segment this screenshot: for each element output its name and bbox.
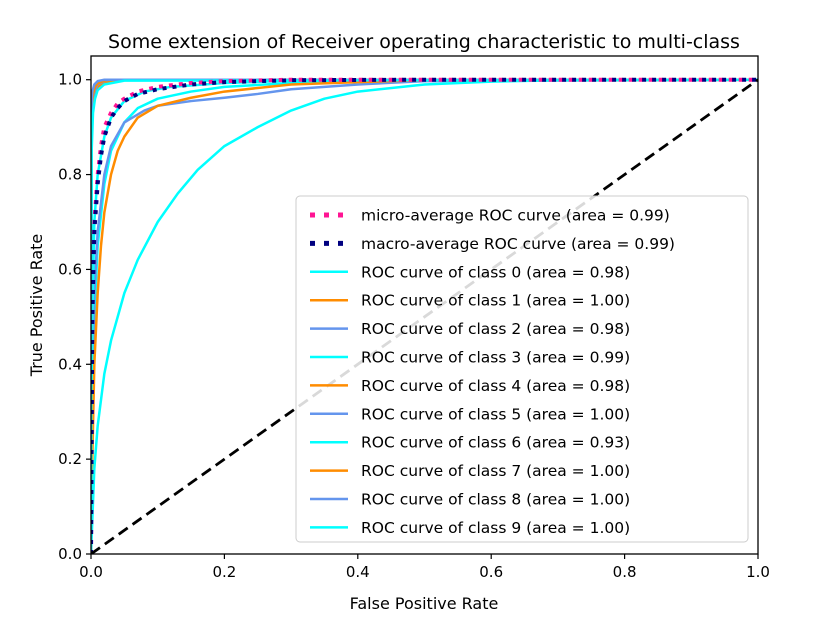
legend-label-2: ROC curve of class 0 (area = 0.98): [361, 263, 630, 281]
legend: micro-average ROC curve (area = 0.99) mac…: [295, 195, 749, 543]
y-tick-label: 0.0: [58, 545, 82, 563]
y-axis: 0.0 0.2 0.4 0.6 0.8 1.0: [58, 71, 91, 563]
legend-label-7: ROC curve of class 5 (area = 1.00): [361, 405, 630, 423]
x-tick-label: 0.8: [613, 563, 637, 581]
y-tick-label: 0.2: [58, 450, 82, 468]
legend-label-0: micro-average ROC curve (area = 0.99): [361, 207, 670, 225]
y-axis-label: True Positive Rate: [27, 234, 46, 378]
x-tick-label: 0.4: [346, 563, 370, 581]
roc-series-10: [91, 78, 758, 554]
y-tick-label: 0.8: [58, 166, 82, 184]
legend-box: [295, 195, 749, 543]
legend-label-8: ROC curve of class 6 (area = 0.93): [361, 434, 630, 452]
roc-series-6: [91, 78, 758, 554]
chart-title: Some extension of Receiver operating cha…: [108, 31, 740, 53]
x-tick-label: 1.0: [746, 563, 770, 581]
legend-label-1: macro-average ROC curve (area = 0.99): [361, 235, 675, 253]
x-tick-label: 0.2: [212, 563, 236, 581]
roc-series-4: [91, 78, 758, 554]
legend-label-3: ROC curve of class 1 (area = 1.00): [361, 292, 630, 310]
legend-label-9: ROC curve of class 7 (area = 1.00): [361, 462, 630, 480]
x-axis-label: False Positive Rate: [350, 594, 499, 613]
curves-layer: [91, 77, 758, 554]
y-tick-label: 0.4: [58, 355, 82, 373]
y-tick-label: 0.6: [58, 260, 82, 278]
x-tick-label: 0.0: [79, 563, 103, 581]
legend-label-5: ROC curve of class 3 (area = 0.99): [361, 349, 630, 367]
legend-label-6: ROC curve of class 4 (area = 0.98): [361, 377, 630, 395]
x-tick-label: 0.6: [479, 563, 503, 581]
legend-label-11: ROC curve of class 9 (area = 1.00): [361, 519, 630, 537]
roc-series-8: [91, 78, 758, 554]
roc-series-11: [91, 78, 758, 554]
y-tick-label: 1.0: [58, 71, 82, 89]
legend-label-10: ROC curve of class 8 (area = 1.00): [361, 491, 630, 509]
x-axis: 0.0 0.2 0.4 0.6 0.8 1.0: [79, 554, 770, 581]
plot-frame: [90, 55, 759, 555]
legend-label-4: ROC curve of class 2 (area = 0.98): [361, 320, 630, 338]
